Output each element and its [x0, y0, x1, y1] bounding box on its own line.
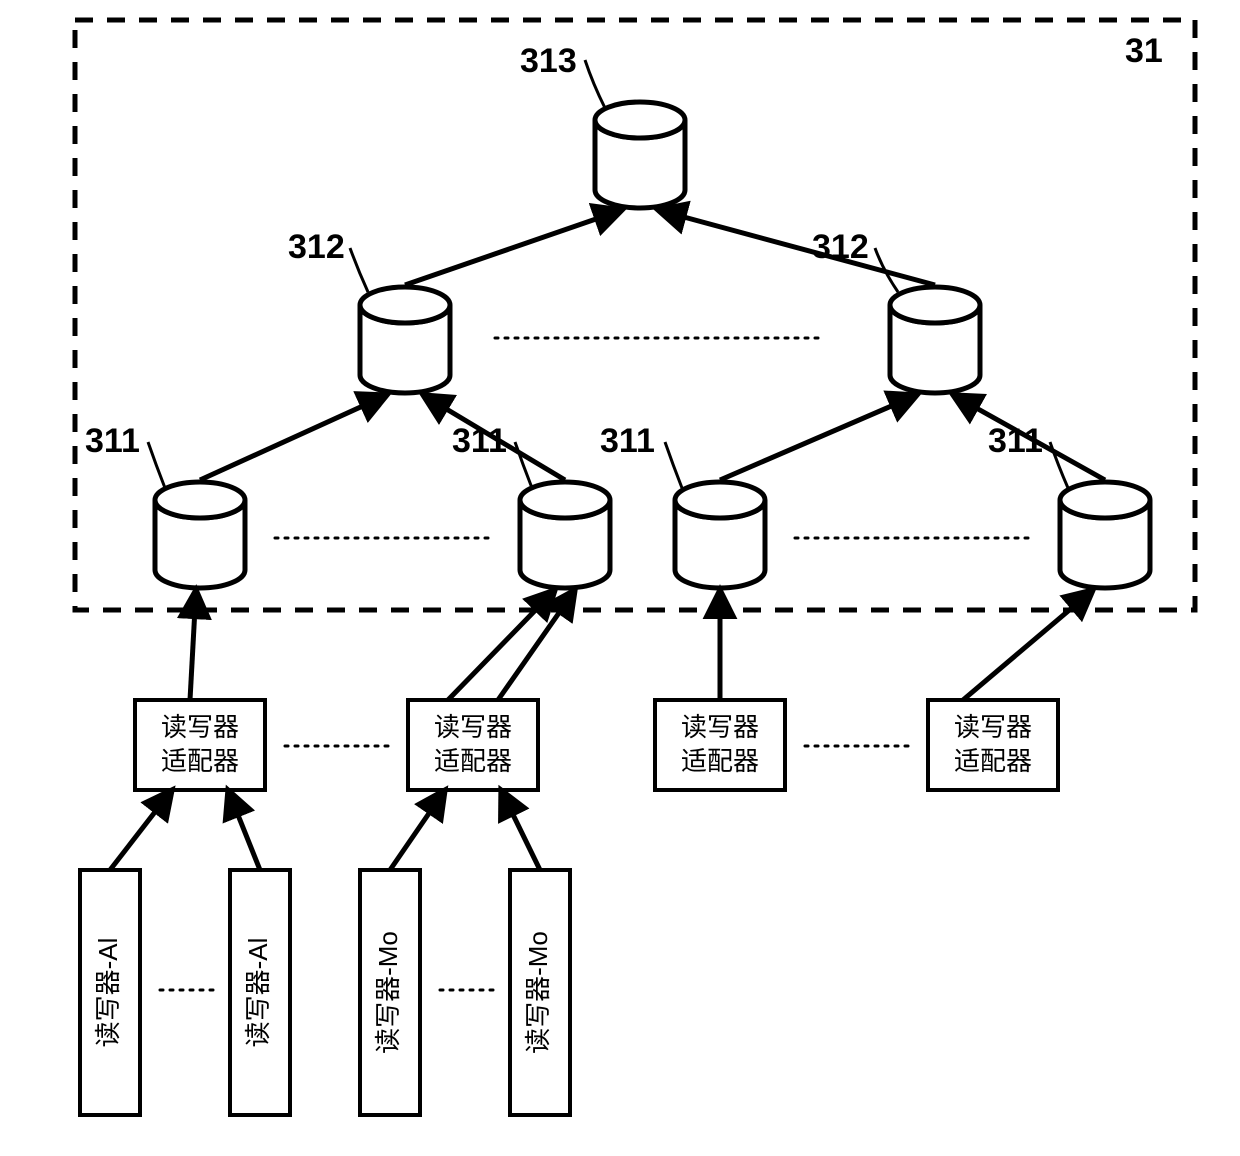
- leader-line: [665, 442, 682, 488]
- tree-edge: [658, 210, 935, 285]
- adapter-label-2: 适配器: [161, 746, 239, 776]
- reader-label: 读写器-Mo: [523, 931, 553, 1054]
- tree-edge: [720, 395, 917, 480]
- cylinder-label: 312: [288, 228, 345, 266]
- cylinder-label: 311: [85, 422, 140, 460]
- leader-line: [350, 248, 368, 292]
- cylinder-node: [360, 287, 450, 393]
- reader-box: 读写器-Al: [80, 870, 140, 1115]
- cylinder-node: [675, 482, 765, 588]
- reader-edge: [228, 790, 260, 870]
- diagram-canvas: 31313312312311311311311读写器适配器读写器适配器读写器适配…: [0, 0, 1240, 1156]
- reader-label: 读写器-Al: [243, 938, 273, 1048]
- tree-edge: [405, 210, 622, 285]
- reader-edge: [110, 790, 172, 870]
- cylinder-node: [155, 482, 245, 588]
- cylinder-node: [1060, 482, 1150, 588]
- leader-line: [585, 60, 605, 108]
- tree-edge: [200, 395, 387, 480]
- tree-edge: [423, 395, 565, 480]
- adapter-box: 读写器适配器: [135, 700, 265, 790]
- adapter-label-2: 适配器: [954, 746, 1032, 776]
- reader-box: 读写器-Al: [230, 870, 290, 1115]
- cylinder-node: [520, 482, 610, 588]
- reader-edge: [501, 790, 540, 870]
- reader-label: 读写器-Mo: [373, 931, 403, 1054]
- adapter-edge: [190, 590, 196, 700]
- cylinder-label: 311: [600, 422, 655, 460]
- reader-box: 读写器-Mo: [360, 870, 420, 1115]
- cylinder-node: [595, 102, 685, 208]
- cylinder-node: [890, 287, 980, 393]
- adapter-box: 读写器适配器: [408, 700, 538, 790]
- adapter-label-2: 适配器: [681, 746, 759, 776]
- boundary-label: 31: [1125, 32, 1163, 70]
- reader-box: 读写器-Mo: [510, 870, 570, 1115]
- tree-edge: [953, 395, 1105, 480]
- reader-label: 读写器-Al: [93, 938, 123, 1048]
- adapter-label-1: 读写器: [161, 712, 239, 742]
- adapter-edge: [963, 590, 1093, 700]
- adapter-label-1: 读写器: [954, 712, 1032, 742]
- adapter-box: 读写器适配器: [655, 700, 785, 790]
- adapter-label-1: 读写器: [681, 712, 759, 742]
- adapter-box: 读写器适配器: [928, 700, 1058, 790]
- cylinder-label: 313: [520, 42, 577, 80]
- adapter-label-2: 适配器: [434, 746, 512, 776]
- adapter-label-1: 读写器: [434, 712, 512, 742]
- leader-line: [148, 442, 165, 488]
- reader-edge: [390, 790, 445, 870]
